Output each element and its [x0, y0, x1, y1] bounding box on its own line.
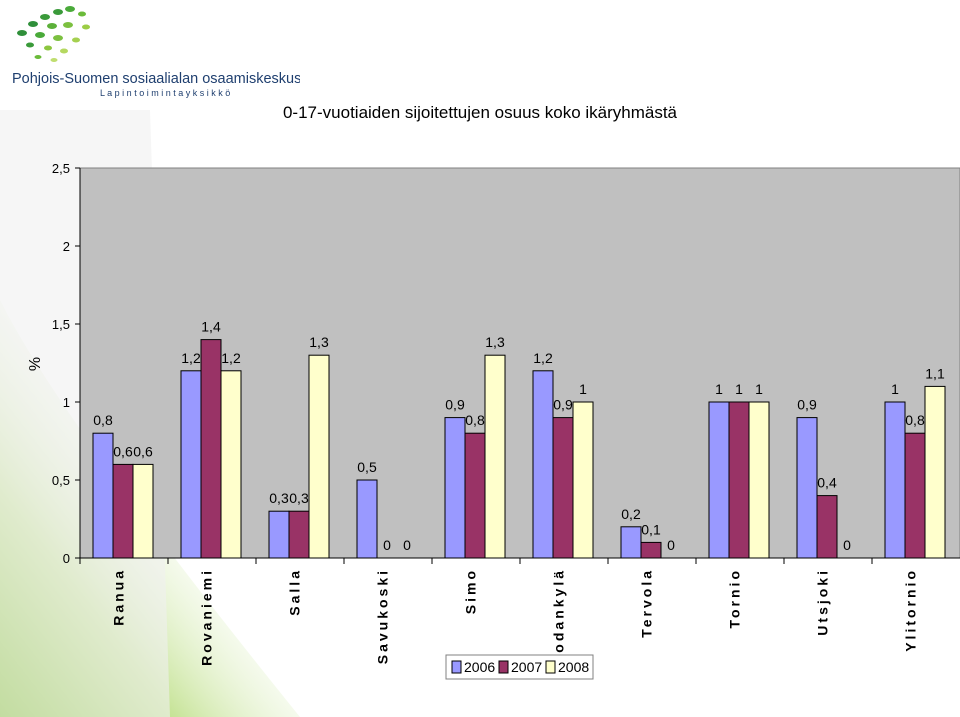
value-label: 1 — [579, 381, 587, 397]
category-label-tornio: Tornio — [727, 568, 743, 629]
value-label: 0,2 — [621, 506, 641, 522]
value-label: 0 — [843, 537, 851, 553]
category-label-tervola: Tervola — [639, 568, 655, 638]
bar-2007-rovaniemi — [200, 339, 222, 559]
bar-2006-simo — [444, 417, 466, 559]
logo-leaves-icon — [17, 6, 90, 62]
value-label: 0,1 — [641, 521, 661, 537]
bars-group — [92, 339, 946, 559]
bar-2007-tornio — [728, 401, 750, 559]
value-label: 1,3 — [309, 334, 329, 350]
value-label: 1,2 — [533, 350, 553, 366]
y-tick-label: 1 — [63, 395, 70, 410]
value-label: 1 — [735, 381, 743, 397]
value-label: 0 — [403, 537, 411, 553]
y-tick-label: 0,5 — [52, 473, 70, 488]
category-label-sodankylä: Sodankylä — [551, 568, 567, 665]
category-label-ranua: Ranua — [111, 568, 127, 626]
category-label-ylitornio: Ylitornio — [903, 568, 919, 652]
bar-2008-rovaniemi — [220, 370, 242, 559]
bar-2006-sodankylä — [532, 370, 554, 559]
organization-name: Pohjois-Suomen sosiaalialan osaamiskesku… — [12, 71, 300, 87]
legend-label-2008: 2008 — [558, 659, 589, 675]
y-tick-label: 2 — [63, 239, 70, 254]
bar-2007-tervola — [640, 541, 662, 559]
value-label: 1,4 — [201, 319, 221, 335]
legend-swatch-2007 — [498, 660, 509, 674]
value-label: 0,3 — [289, 490, 309, 506]
category-label-utsjoki: Utsjoki — [815, 568, 831, 636]
y-axis-label: % — [27, 357, 44, 371]
bar-2008-simo — [484, 354, 506, 559]
legend-box — [445, 654, 594, 680]
value-label: 1 — [755, 381, 763, 397]
value-label: 0,9 — [797, 397, 817, 413]
category-label-rovaniemi: Rovaniemi — [199, 568, 215, 666]
value-label: 1,2 — [221, 350, 241, 366]
bar-2006-ranua — [92, 432, 114, 559]
value-label: 0,6 — [113, 443, 133, 459]
category-label-simo: Simo — [463, 568, 479, 614]
value-label: 1 — [891, 381, 899, 397]
value-label: 1 — [715, 381, 723, 397]
bar-2008-tornio — [748, 401, 770, 559]
value-label: 0,5 — [357, 459, 377, 475]
bar-2008-salla — [308, 354, 330, 559]
bar-2006-savukoski — [356, 479, 378, 559]
bar-2006-utsjoki — [796, 417, 818, 559]
value-label: 0,9 — [553, 397, 573, 413]
bar-2008-ranua — [132, 463, 154, 559]
category-label-savukoski: Savukoski — [375, 568, 391, 664]
bar-2006-salla — [268, 510, 290, 559]
value-label: 0 — [667, 537, 675, 553]
value-labels-group: 0,80,6 0,61,21,41,20,3 0,31,30,50 00,90,81,… — [93, 319, 945, 553]
bar-2007-simo — [464, 432, 486, 559]
y-tick-label: 2,5 — [52, 161, 70, 176]
legend-label-2007: 2007 — [511, 659, 542, 675]
bar-2006-tervola — [620, 526, 642, 559]
organization-logo: Pohjois-Suomen sosiaalialan osaamiskesku… — [12, 6, 300, 98]
bar-2006-rovaniemi — [180, 370, 202, 559]
bar-2007-utsjoki — [816, 495, 838, 559]
value-label: 0,6 — [133, 443, 153, 459]
category-labels-group: Ranua Rovaniemi Salla Savukoski Simo Sodankyl… — [79, 558, 919, 666]
legend: 2006 2007 2008 — [445, 654, 594, 680]
value-label: 1,3 — [485, 334, 505, 350]
value-label: 0,3 — [269, 490, 289, 506]
value-label: 0,4 — [817, 475, 837, 491]
bar-2006-ylitornio — [884, 401, 906, 559]
bar-2007-ranua — [112, 463, 134, 559]
bar-2007-salla — [288, 510, 310, 559]
bar-2007-ylitornio — [904, 432, 926, 559]
legend-label-2006: 2006 — [464, 659, 495, 675]
bar-2008-sodankylä — [572, 401, 594, 559]
value-label: 0,8 — [905, 412, 925, 428]
value-label: 1,1 — [925, 365, 945, 381]
y-tick-label: 1,5 — [52, 317, 70, 332]
bar-2006-tornio — [708, 401, 730, 559]
value-label: 1,2 — [181, 350, 201, 366]
legend-swatch-2006 — [451, 660, 462, 674]
value-label: 0,8 — [93, 412, 113, 428]
bar-2008-ylitornio — [924, 385, 946, 559]
value-label: 0 — [383, 537, 391, 553]
bar-2007-sodankylä — [552, 417, 574, 559]
value-label: 0,8 — [465, 412, 485, 428]
y-tick-label: 0 — [63, 551, 70, 566]
legend-swatch-2008 — [545, 660, 556, 674]
organization-unit: L a p i n t o i m i n t a y k s i k k ö — [100, 88, 230, 98]
category-label-salla: Salla — [287, 568, 303, 616]
chart-title: 0-17-vuotiaiden sijoitettujen osuus koko… — [282, 103, 678, 122]
value-label: 0,9 — [445, 397, 465, 413]
